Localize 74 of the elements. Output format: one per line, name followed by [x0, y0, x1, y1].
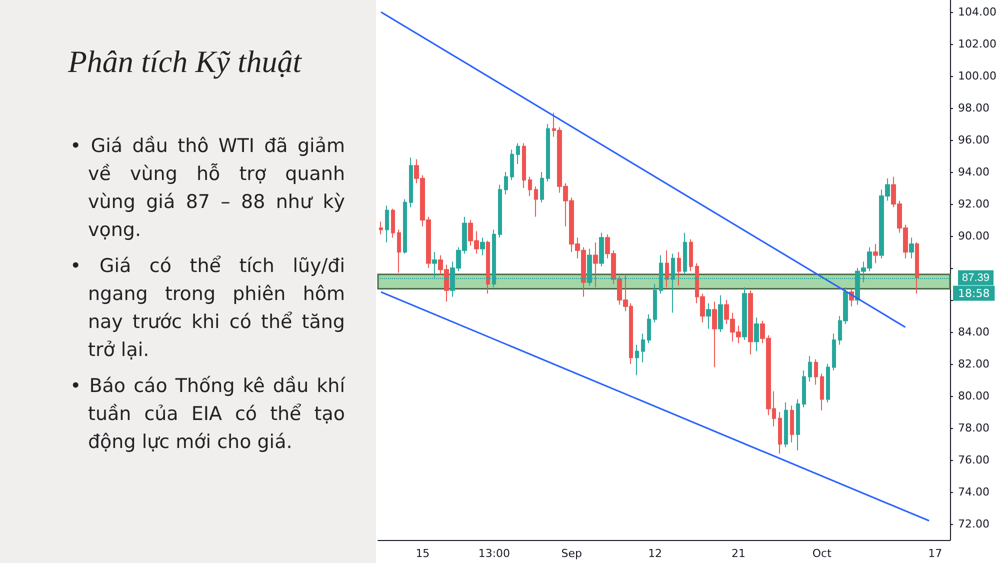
candlestick	[778, 412, 782, 454]
candlestick	[909, 237, 914, 259]
candlestick	[641, 333, 645, 363]
candlestick	[706, 302, 711, 330]
candlestick	[534, 186, 538, 218]
candlestick	[504, 172, 508, 195]
candlestick	[748, 290, 753, 355]
y-tick-label: 98.00	[958, 102, 990, 114]
candlestick	[683, 232, 687, 275]
y-tick-label: 78.00	[958, 422, 990, 434]
y-tick-label: 72.00	[958, 518, 990, 530]
y-tick-label: 94.00	[958, 166, 990, 178]
x-tick-label: 21	[731, 547, 746, 560]
candlestick	[754, 317, 759, 352]
candlestick	[802, 370, 806, 408]
candlestick	[516, 142, 520, 164]
candlestick	[873, 244, 878, 264]
candlestick	[540, 172, 544, 203]
candlestick	[403, 198, 407, 254]
candlestick	[510, 149, 514, 180]
y-tick-label: 90.00	[958, 230, 990, 242]
x-tick-label: 12	[648, 547, 662, 560]
candlestick	[808, 356, 812, 382]
candlestick	[593, 242, 598, 288]
candlestick	[915, 242, 919, 294]
candlestick	[653, 284, 657, 323]
candlestick	[522, 142, 526, 188]
text: • Báo cáo Thống kê dầu khí tuần của EIA có thể tạo động lực mới cho giá.	[70, 374, 345, 455]
candlestick	[391, 208, 395, 238]
candlestick	[790, 405, 794, 443]
candlestick	[677, 252, 681, 286]
candlestick	[689, 238, 693, 272]
candlestick	[480, 237, 485, 256]
y-tick-label: 82.00	[958, 358, 990, 370]
y-tick-label: 80.00	[958, 390, 990, 402]
y-tick-label: 74.00	[958, 486, 990, 498]
y-tick-label: 104.00	[958, 6, 996, 18]
candlestick	[498, 184, 502, 238]
candlestick	[784, 402, 788, 448]
text: 18:58	[958, 286, 990, 300]
y-tick-label: 76.00	[958, 454, 990, 466]
candlestick	[385, 205, 389, 243]
x-tick-label: Sep	[561, 547, 582, 560]
candlestick	[647, 314, 651, 344]
candlestick	[379, 221, 383, 235]
candlestick	[486, 240, 490, 294]
candlestick	[409, 157, 413, 208]
candlestick	[814, 358, 818, 386]
candlestick	[397, 229, 401, 274]
candlestick	[820, 373, 824, 411]
text: Phân tích Kỹ thuật	[68, 44, 302, 80]
candlestick	[546, 124, 550, 182]
text: • Giá có thể tích lũy/đi ngang trong phiên hôm nay trước khi có thể tăng trở lại.	[70, 254, 345, 363]
y-tick-label: 100.00	[958, 70, 996, 82]
candlestick	[712, 301, 717, 368]
candlestick	[826, 364, 830, 403]
y-tick-label: 102.00	[958, 38, 996, 50]
candlestick	[599, 232, 604, 267]
candlestick	[718, 294, 723, 332]
text: • Giá dầu thô WTI đã giảm về vùng hỗ trợ quanh vùng giá 87 – 88 như kỳ vọng.	[70, 134, 345, 243]
x-tick-label: Oct	[812, 547, 832, 560]
candlestick	[665, 250, 669, 288]
y-tick-label: 92.00	[958, 198, 990, 210]
candlestick	[742, 286, 747, 340]
x-tick-label: 17	[928, 547, 942, 560]
ref-line-label: 87.39	[962, 272, 990, 284]
candlestick	[528, 176, 532, 196]
y-tick-label: 96.00	[958, 134, 990, 146]
x-tick-label: 15	[416, 547, 430, 560]
candlestick	[832, 333, 836, 371]
candlestick	[635, 344, 639, 376]
y-tick-label: 84.00	[958, 326, 990, 338]
candlestick	[796, 398, 800, 451]
x-tick-label: 13:00	[478, 547, 510, 560]
